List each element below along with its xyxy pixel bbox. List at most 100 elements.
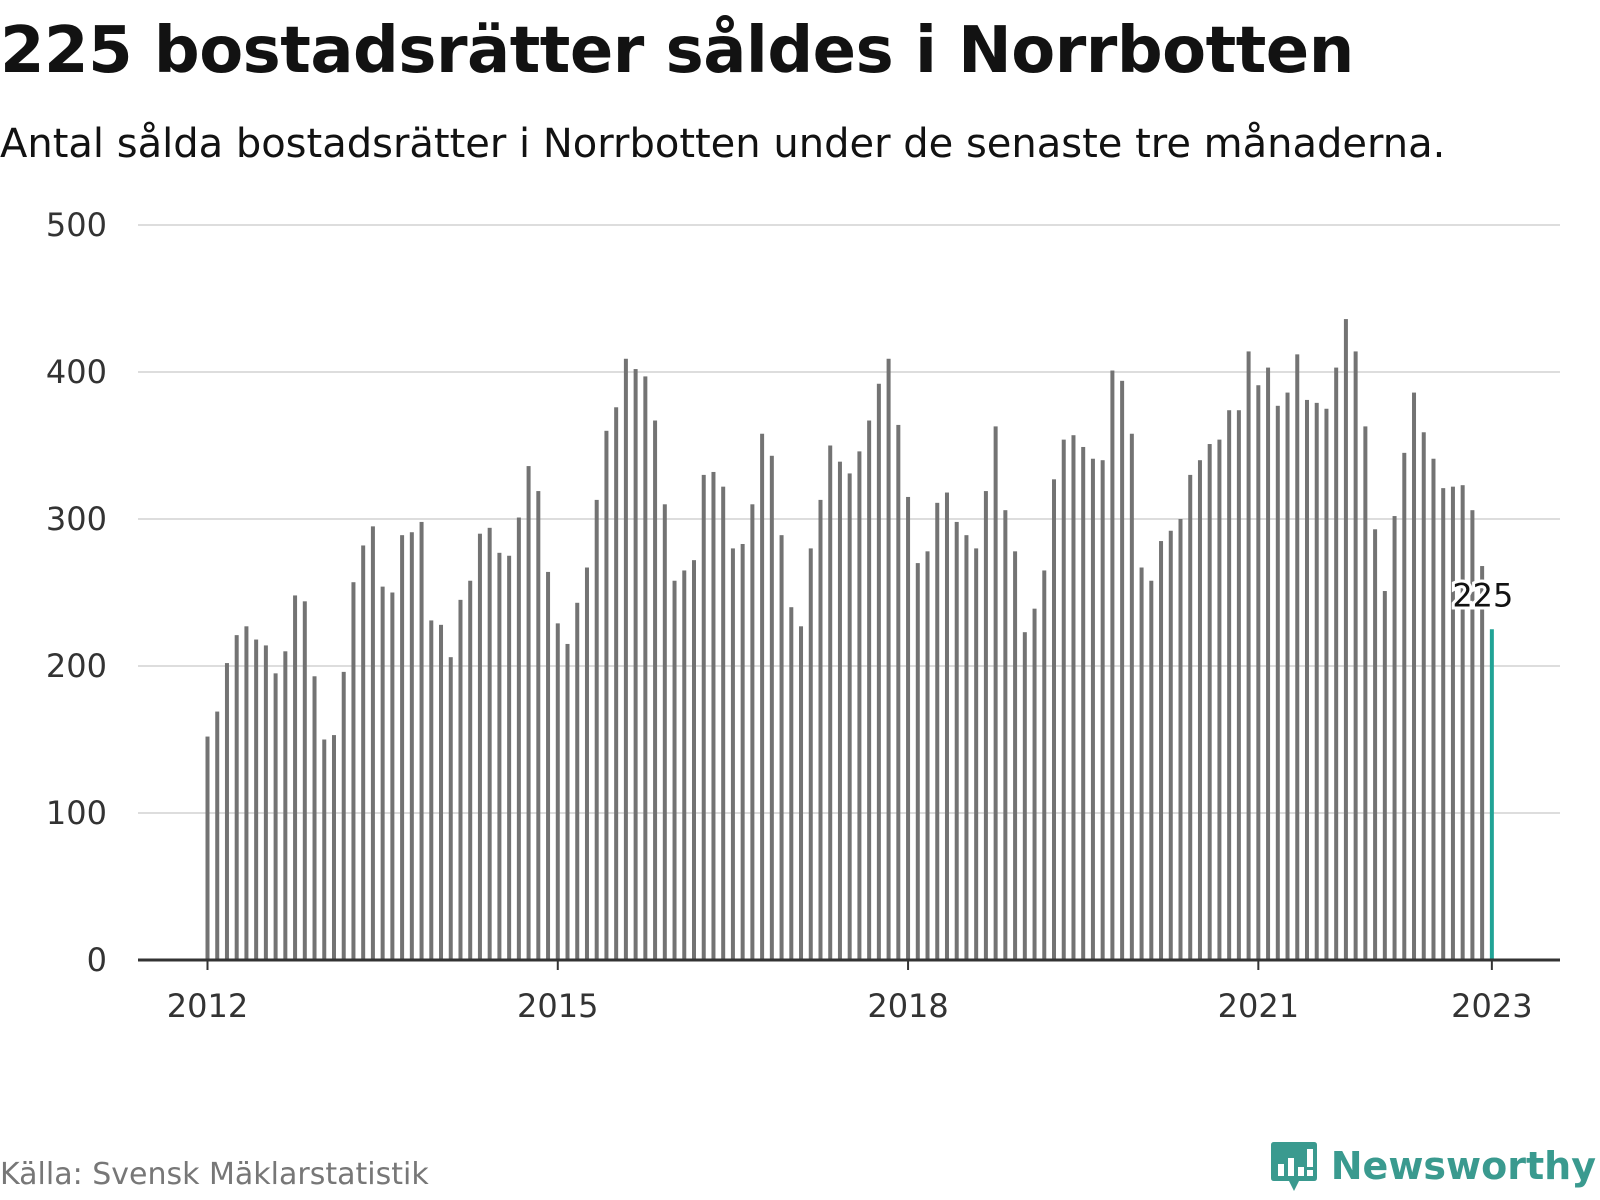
x-tick-label: 2018 bbox=[867, 987, 948, 1025]
bar bbox=[604, 430, 609, 960]
bar bbox=[760, 433, 765, 960]
bar bbox=[1217, 439, 1222, 960]
bar bbox=[1343, 319, 1348, 960]
y-tick-label: 0 bbox=[87, 941, 107, 979]
bar bbox=[1441, 488, 1446, 960]
bar bbox=[546, 571, 551, 960]
bar bbox=[730, 548, 735, 960]
bar bbox=[1246, 351, 1251, 960]
bar bbox=[1421, 432, 1426, 960]
bar bbox=[925, 551, 930, 960]
bar bbox=[1353, 351, 1358, 960]
bar bbox=[1227, 410, 1232, 961]
bar bbox=[497, 552, 502, 960]
bar bbox=[293, 595, 298, 960]
y-tick-label: 400 bbox=[46, 353, 107, 391]
bar bbox=[1100, 460, 1105, 960]
bar bbox=[1402, 452, 1407, 960]
bar bbox=[1129, 433, 1134, 960]
highlight-bar bbox=[1489, 629, 1494, 960]
bar bbox=[1149, 580, 1154, 960]
bar bbox=[1450, 486, 1455, 960]
bar bbox=[779, 535, 784, 960]
x-tick-label: 2023 bbox=[1451, 987, 1532, 1025]
bar bbox=[1110, 370, 1115, 960]
bar bbox=[487, 527, 492, 960]
bar bbox=[1363, 426, 1368, 960]
bar bbox=[584, 567, 589, 960]
bar bbox=[623, 358, 628, 960]
bar bbox=[1275, 405, 1280, 960]
chart-subtitle: Antal sålda bostadsrätter i Norrbotten u… bbox=[0, 121, 1446, 167]
bar bbox=[429, 620, 434, 960]
bar bbox=[740, 543, 745, 960]
y-tick-label: 300 bbox=[46, 500, 107, 538]
bar bbox=[857, 451, 862, 960]
bars bbox=[205, 319, 1494, 961]
bar bbox=[458, 599, 463, 960]
bar bbox=[254, 639, 259, 960]
bar bbox=[244, 626, 249, 960]
bar bbox=[1412, 392, 1417, 960]
bar bbox=[1431, 458, 1436, 960]
bar bbox=[1168, 530, 1173, 960]
bar bbox=[944, 492, 949, 960]
bar bbox=[808, 548, 813, 960]
bar-chart: 0 100 200 300 400 500 2012 2015 2018 2021 2023 22… bbox=[46, 206, 1560, 1025]
bar bbox=[448, 657, 453, 960]
bar bbox=[711, 471, 716, 960]
bar bbox=[1392, 516, 1397, 960]
bar bbox=[1003, 510, 1008, 960]
bar bbox=[263, 645, 268, 960]
bar bbox=[516, 517, 521, 960]
bar bbox=[526, 466, 531, 960]
bar bbox=[993, 426, 998, 960]
bar bbox=[847, 473, 852, 960]
bar bbox=[1081, 446, 1086, 961]
bar bbox=[536, 491, 541, 960]
bar bbox=[1032, 608, 1037, 960]
bar bbox=[575, 602, 580, 960]
bar bbox=[409, 532, 414, 960]
bar bbox=[1460, 485, 1465, 960]
bar bbox=[799, 626, 804, 960]
bar bbox=[837, 461, 842, 960]
bar bbox=[1207, 444, 1212, 960]
bar bbox=[1314, 402, 1319, 960]
bar bbox=[867, 420, 872, 960]
bar bbox=[876, 383, 881, 960]
bar bbox=[1061, 439, 1066, 960]
bar bbox=[507, 555, 512, 960]
bar bbox=[283, 651, 288, 960]
bar bbox=[594, 499, 599, 960]
bar bbox=[205, 736, 210, 960]
bar bbox=[1373, 529, 1378, 960]
bar bbox=[419, 521, 424, 960]
bar bbox=[818, 499, 823, 960]
bar bbox=[565, 643, 570, 960]
bar bbox=[964, 535, 969, 960]
bar bbox=[983, 491, 988, 960]
source-note: Källa: Svensk Mäklarstatistik bbox=[0, 1157, 429, 1192]
bar bbox=[653, 420, 658, 960]
bar bbox=[555, 623, 560, 960]
bar bbox=[1159, 541, 1164, 960]
bar bbox=[721, 486, 726, 960]
brand[interactable]: Newsworthy bbox=[1269, 1140, 1596, 1192]
bar bbox=[614, 407, 619, 960]
bar bbox=[662, 504, 667, 960]
bar bbox=[322, 739, 327, 960]
bar bbox=[215, 711, 220, 960]
bar bbox=[1022, 632, 1027, 960]
bar bbox=[935, 502, 940, 960]
bar bbox=[370, 526, 375, 960]
bar bbox=[1042, 570, 1047, 960]
bar bbox=[896, 424, 901, 960]
bar bbox=[390, 592, 395, 960]
bar bbox=[974, 548, 979, 960]
bar bbox=[468, 580, 473, 960]
bar bbox=[1197, 460, 1202, 960]
bar bbox=[789, 607, 794, 960]
y-axis-ticks: 0 100 200 300 400 500 bbox=[46, 206, 107, 979]
bar bbox=[906, 496, 911, 960]
